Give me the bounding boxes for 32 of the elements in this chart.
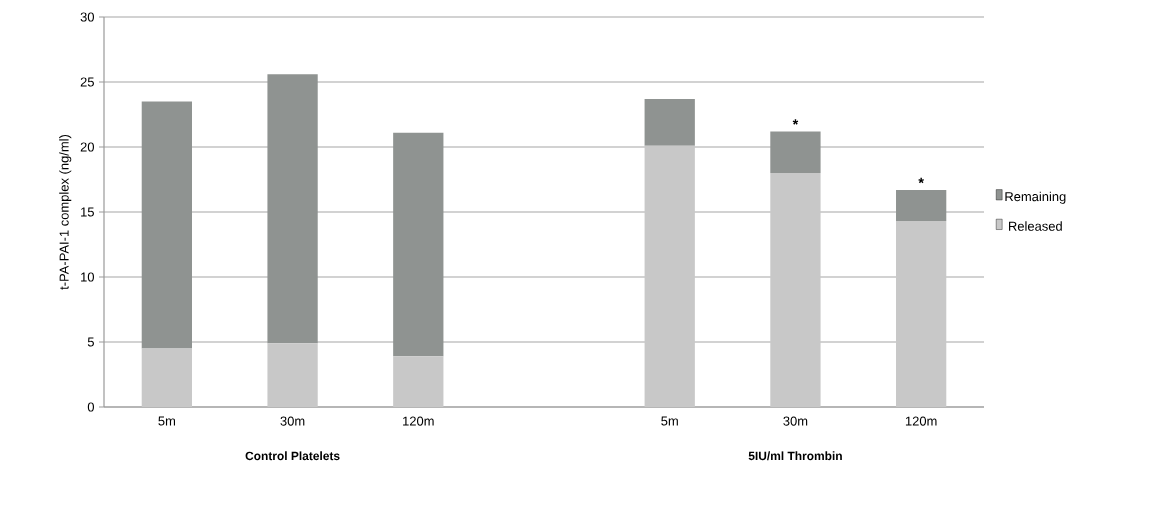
- bar: [393, 132, 444, 357]
- y-tick-label: 15: [81, 207, 94, 217]
- bar: [267, 74, 318, 344]
- legend-label: Released: [1009, 221, 1062, 231]
- x-tick-label: 5m: [661, 416, 678, 426]
- text: Control Platelets: [245, 451, 340, 461]
- y-tick-label: 10: [81, 272, 94, 282]
- y-axis-title: t-PA-PAI-1 complex (ng/ml): [59, 134, 72, 290]
- x-tick-label: 30m: [280, 416, 305, 426]
- bar: [770, 173, 821, 407]
- bar: [141, 101, 192, 349]
- annotation: *: [792, 119, 799, 125]
- bar: [644, 145, 695, 407]
- annotation: *: [918, 177, 924, 184]
- bar: [644, 98, 695, 146]
- bar: [770, 131, 821, 173]
- y-tick-label: 20: [80, 142, 94, 152]
- y-tick-label: 0: [87, 402, 94, 412]
- bar: [141, 348, 192, 407]
- y-tick-label: 25: [80, 77, 94, 87]
- legend-label: Remaining: [1005, 191, 1066, 204]
- bar: [896, 189, 947, 222]
- x-tick-label: 5m: [158, 416, 175, 426]
- x-tick-label: 30m: [783, 416, 808, 426]
- bar: [896, 221, 947, 407]
- text: 5IU/ml Thrombin: [748, 451, 842, 461]
- bar: [267, 343, 318, 407]
- y-tick-label: 5: [87, 337, 94, 347]
- bar: [393, 356, 444, 407]
- x-tick-label: 120m: [905, 416, 937, 426]
- x-tick-label: 120m: [403, 416, 434, 426]
- y-tick-label: 30: [80, 12, 94, 22]
